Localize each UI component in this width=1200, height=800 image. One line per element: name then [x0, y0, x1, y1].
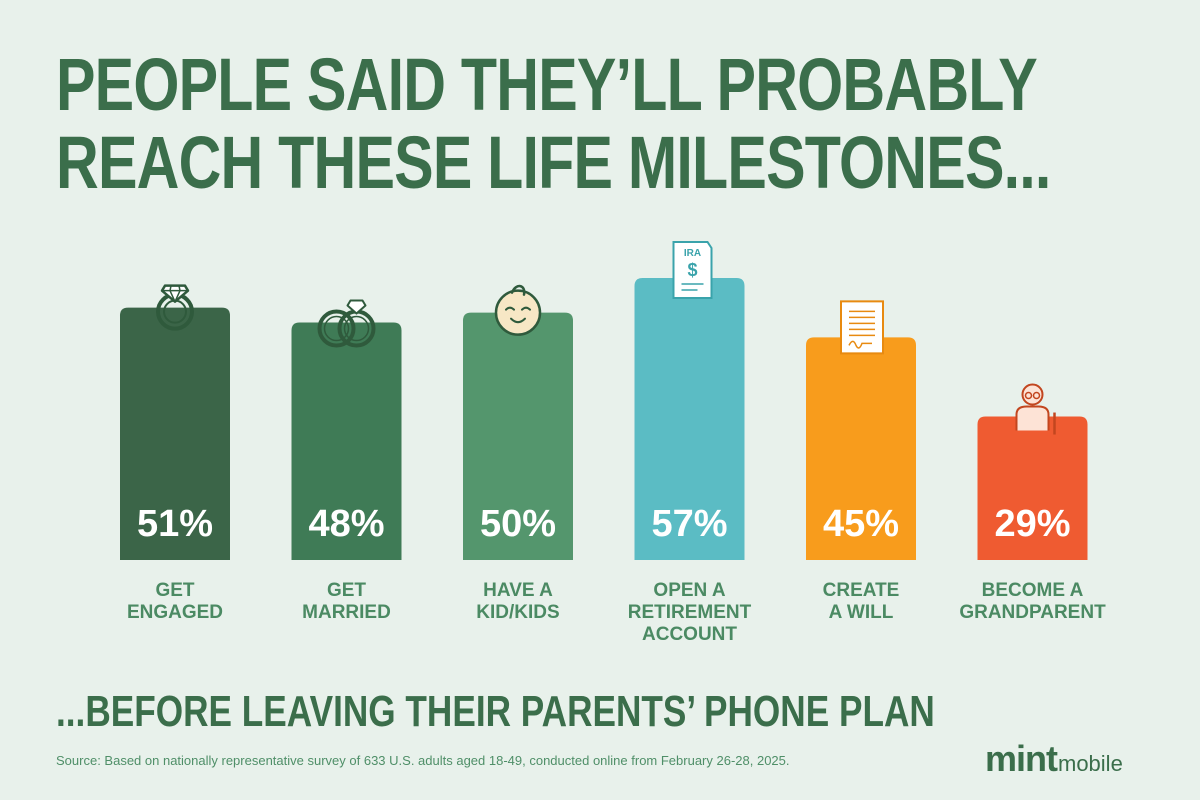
bar-chart: 51% GET ENGAGED 48% GET MARRIED 50% HAVE A KID/K…	[120, 241, 1106, 645]
logo-mobile-text: mobile	[1058, 751, 1123, 776]
wedding-rings-icon	[317, 299, 376, 348]
chart-title: PEOPLE SAID THEY’LL PROBABLY REACH THESE…	[56, 46, 1051, 202]
footer-title: ...BEFORE LEAVING THEIR PARENTS’ PHONE P…	[56, 687, 935, 736]
bar-value-label: 48%	[308, 503, 384, 545]
bar-value-label: 57%	[651, 503, 727, 545]
diamond-ring-icon	[156, 284, 194, 331]
category-label: OPEN A RETIREMENT ACCOUNT	[628, 580, 752, 645]
svg-text:$: $	[687, 260, 697, 280]
logo-mint-text: mint	[985, 738, 1058, 779]
category-label: GET MARRIED	[302, 580, 391, 623]
bar-value-label: 29%	[994, 503, 1070, 545]
title-line-1: PEOPLE SAID THEY’LL PROBABLY	[56, 43, 1038, 126]
bar-value-label: 50%	[480, 503, 556, 545]
grandparent-icon	[1015, 383, 1056, 435]
mint-mobile-logo: mintmobile	[985, 738, 1123, 780]
bar-2	[463, 312, 573, 560]
will-document-icon	[840, 300, 884, 355]
bar-4	[806, 337, 916, 560]
bar-3	[634, 278, 745, 560]
title-line-2: REACH THESE LIFE MILESTONES...	[56, 121, 1051, 204]
category-label: GET ENGAGED	[127, 580, 223, 623]
bar-0	[120, 307, 230, 560]
bar-5	[977, 416, 1088, 560]
ira-document-icon: IRA$	[672, 241, 713, 299]
bar-value-label: 51%	[137, 503, 213, 545]
category-label: CREATE A WILL	[823, 580, 900, 623]
category-label: BECOME A GRANDPARENT	[959, 580, 1106, 623]
source-note: Source: Based on nationally representati…	[56, 753, 790, 768]
baby-face-icon	[494, 284, 542, 336]
bar-1	[291, 322, 402, 560]
category-label: HAVE A KID/KIDS	[476, 580, 559, 623]
svg-text:IRA: IRA	[684, 248, 701, 259]
bar-value-label: 45%	[823, 503, 899, 545]
